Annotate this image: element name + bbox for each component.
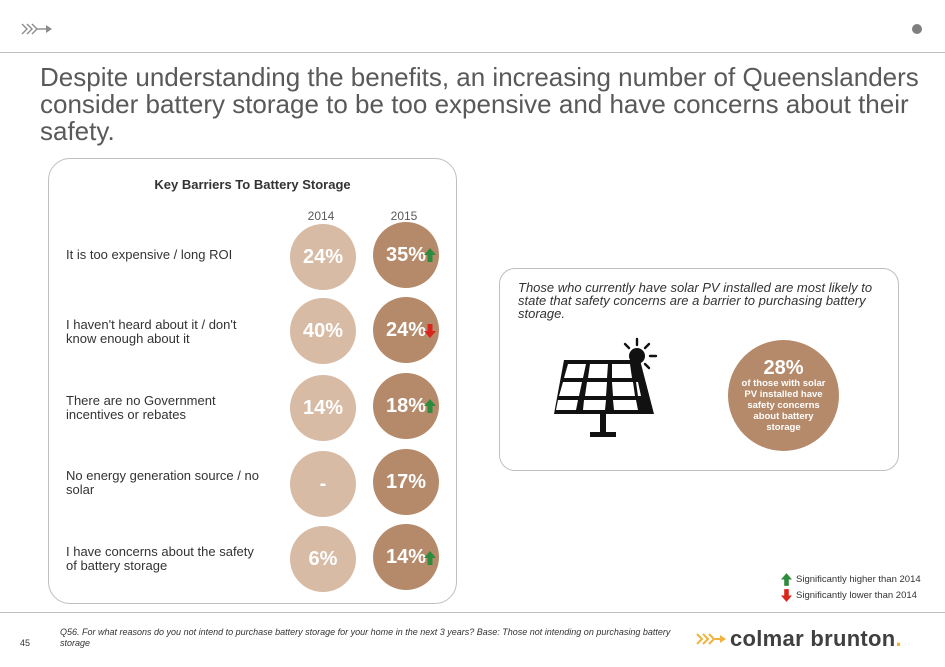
brand-chevron-icon [696, 633, 726, 645]
chart-title: Key Barriers To Battery Storage [154, 177, 351, 192]
brand-dot: . [895, 626, 902, 651]
legend-label: Significantly higher than 2014 [796, 573, 921, 585]
barriers-chart-panel [48, 158, 457, 604]
brand-logo: colmar brunton. [730, 626, 902, 652]
column-header-2015: 2015 [390, 209, 418, 223]
value-2015-circle: 17% [373, 449, 439, 515]
column-header-2014: 2014 [307, 209, 335, 223]
row-label: It is too expensive / long ROI [66, 247, 233, 262]
header-divider [0, 52, 945, 53]
significantly-higher-arrow-icon [781, 572, 792, 586]
significantly-higher-arrow-icon [424, 551, 436, 565]
legend: Significantly higher than 2014 Significa… [781, 572, 921, 602]
significantly-higher-arrow-icon [424, 399, 436, 413]
value-2014-circle: 24% [290, 224, 356, 290]
safety-stat-circle: 28% of those with solar PV installed hav… [728, 340, 839, 451]
menu-dot-icon [912, 24, 922, 34]
row-label: I have concerns about the safety of batt… [66, 544, 254, 573]
chevron-logo-icon [21, 23, 52, 35]
significantly-lower-arrow-icon [781, 588, 792, 602]
callout-text: Those who currently have solar PV instal… [518, 280, 873, 321]
stat-description: of those with solar PV installed have sa… [741, 378, 826, 433]
significantly-lower-arrow-icon [424, 324, 436, 338]
page-number: 45 [20, 638, 31, 648]
significantly-higher-arrow-icon [424, 248, 436, 262]
value-2014-circle: - [290, 451, 356, 517]
brand-name: colmar brunton [730, 626, 896, 651]
legend-label: Significantly lower than 2014 [796, 589, 917, 601]
value-2014-circle: 40% [290, 298, 356, 364]
stat-value: 28% [763, 357, 804, 379]
solar-panel-icon [554, 337, 658, 437]
solar-callout-panel [499, 268, 899, 471]
row-label: No energy generation source / no solar [66, 468, 259, 497]
page-title: Despite understanding the benefits, an i… [40, 62, 919, 146]
legend-item-lower: Significantly lower than 2014 [781, 588, 921, 602]
footnote: Q56. For what reasons do you not intend … [60, 627, 671, 648]
row-label: There are no Government incentives or re… [66, 393, 216, 422]
value-2014-circle: 14% [290, 375, 356, 441]
footer-divider [0, 612, 945, 613]
value-2014-circle: 6% [290, 526, 356, 592]
value-2015-circle: 14% [373, 524, 439, 590]
legend-item-higher: Significantly higher than 2014 [781, 572, 921, 586]
row-label: I haven't heard about it / don't know en… [66, 317, 237, 346]
